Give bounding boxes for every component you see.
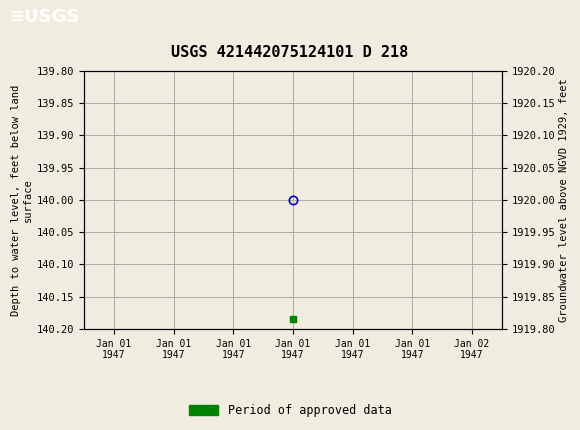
Text: USGS 421442075124101 D 218: USGS 421442075124101 D 218 xyxy=(171,45,409,60)
Legend: Period of approved data: Period of approved data xyxy=(184,399,396,422)
Text: ≡USGS: ≡USGS xyxy=(9,8,79,26)
Y-axis label: Depth to water level, feet below land
surface: Depth to water level, feet below land su… xyxy=(11,84,32,316)
Y-axis label: Groundwater level above NGVD 1929, feet: Groundwater level above NGVD 1929, feet xyxy=(559,78,570,322)
